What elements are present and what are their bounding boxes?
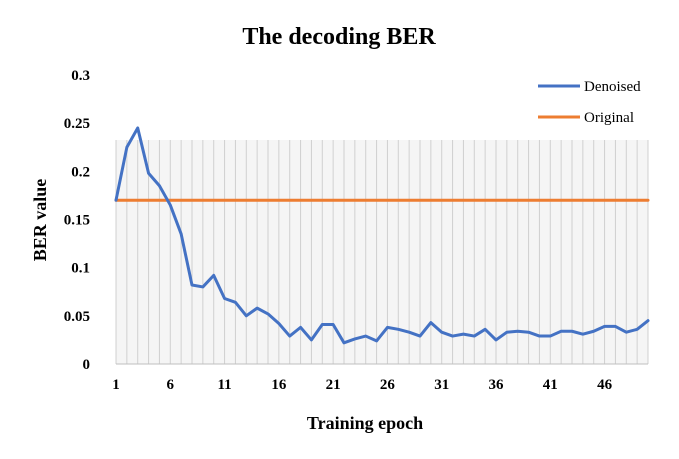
x-tick-label: 1 xyxy=(112,377,120,393)
x-axis-label: Training epoch xyxy=(307,413,423,433)
x-tick-label: 21 xyxy=(326,377,341,393)
y-axis-label: BER value xyxy=(30,179,50,262)
x-tick-label: 11 xyxy=(217,377,231,393)
y-tick-label: 0.15 xyxy=(64,213,90,229)
x-tick-label: 6 xyxy=(167,377,175,393)
legend: Denoised Original xyxy=(538,79,641,126)
x-tick-label: 46 xyxy=(597,377,613,393)
legend-label-denoised: Denoised xyxy=(584,79,641,95)
y-tick-label: 0.25 xyxy=(64,116,90,132)
x-tick-label: 41 xyxy=(543,377,558,393)
tick-labels: 00.050.10.150.20.250.31 6 11 16 21 26 31 36 41 46 xyxy=(64,68,613,393)
y-tick-label: 0 xyxy=(83,357,91,373)
y-tick-label: 0.1 xyxy=(71,261,90,277)
x-tick-label: 36 xyxy=(489,377,505,393)
x-tick-label: 31 xyxy=(434,377,449,393)
x-tick-label: 26 xyxy=(380,377,396,393)
plot-band xyxy=(116,140,648,364)
y-tick-label: 0.2 xyxy=(71,164,90,180)
x-tick-label: 16 xyxy=(271,377,287,393)
y-tick-label: 0.3 xyxy=(71,68,90,84)
legend-label-original: Original xyxy=(584,110,634,126)
series-line-denoised xyxy=(114,126,650,345)
y-tick-label: 0.05 xyxy=(64,309,90,325)
series xyxy=(114,126,650,345)
chart-title: The decoding BER xyxy=(242,24,436,50)
